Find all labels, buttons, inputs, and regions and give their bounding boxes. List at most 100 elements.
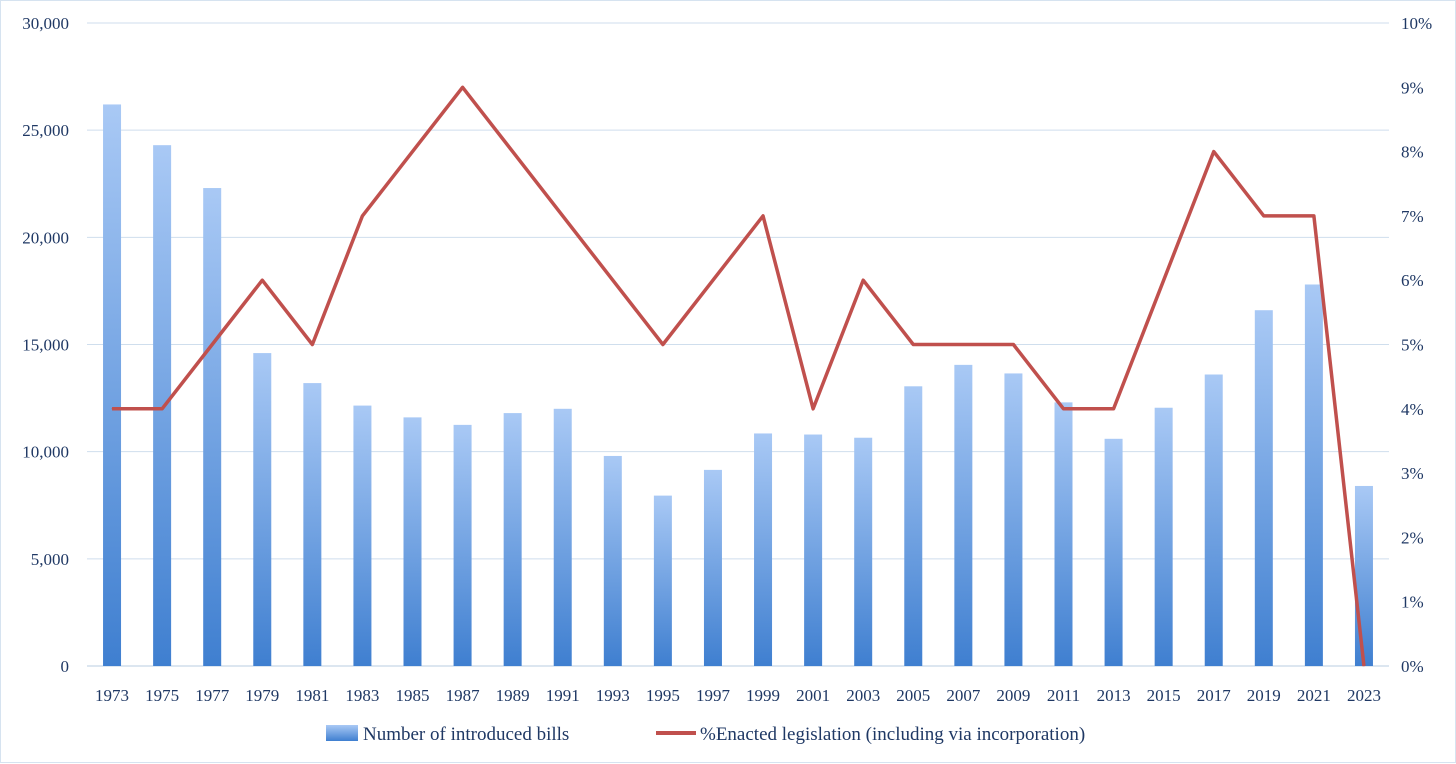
x-tick-label: 1993 <box>596 686 630 705</box>
x-tick-label: 1977 <box>195 686 230 705</box>
y-right-tick-label: 1% <box>1401 593 1424 612</box>
bar-2023 <box>1354 485 1373 666</box>
x-tick-label: 1991 <box>546 686 580 705</box>
bar-1999 <box>754 433 773 666</box>
bar-1973 <box>103 104 122 667</box>
line-point-2007 <box>962 344 964 345</box>
line-point-1993 <box>612 279 614 281</box>
bar-2005 <box>904 386 923 666</box>
y-right-tick-label: 7% <box>1401 207 1424 226</box>
line-point-1991 <box>562 215 564 217</box>
bar-1983 <box>353 405 372 666</box>
bar-series <box>103 104 1373 667</box>
bar-1989 <box>503 413 522 666</box>
x-tick-label: 2001 <box>796 686 830 705</box>
line-point-2013 <box>1113 408 1115 410</box>
line-point-1977 <box>211 344 213 345</box>
legend-bar-label: Number of introduced bills <box>363 724 569 745</box>
x-tick-label: 2023 <box>1347 686 1381 705</box>
line-point-1995 <box>662 344 664 345</box>
legend-bar-swatch <box>326 725 358 741</box>
line-point-1987 <box>462 86 464 88</box>
y-right-tick-label: 10% <box>1401 14 1432 33</box>
y-left-tick-label: 0 <box>61 657 70 676</box>
x-tick-label: 2015 <box>1147 686 1181 705</box>
bar-2015 <box>1154 407 1173 666</box>
y-left-tick-label: 10,000 <box>22 443 69 462</box>
bar-1993 <box>603 455 622 666</box>
bar-2003 <box>854 437 873 666</box>
y-right-tick-label: 0% <box>1401 657 1424 676</box>
line-point-2015 <box>1163 279 1165 281</box>
line-point-1981 <box>311 344 313 345</box>
line-point-2009 <box>1012 344 1014 345</box>
bar-1985 <box>403 417 422 666</box>
line-point-1999 <box>762 215 764 217</box>
y-axis-right: 0% 1% 2% 3% 4% 5% 6% 7% 8% 9% 10% <box>1401 14 1432 676</box>
bar-1977 <box>203 188 222 666</box>
y-left-tick-label: 20,000 <box>22 228 69 247</box>
x-tick-label: 1973 <box>95 686 129 705</box>
y-right-tick-label: 3% <box>1401 464 1424 483</box>
y-left-tick-label: 25,000 <box>22 121 69 140</box>
line-point-1973 <box>111 408 113 410</box>
x-tick-label: 2003 <box>846 686 880 705</box>
line-point-2021 <box>1313 215 1315 217</box>
y-right-tick-label: 6% <box>1401 271 1424 290</box>
x-tick-label: 1975 <box>145 686 179 705</box>
x-tick-label: 1997 <box>696 686 731 705</box>
line-point-2005 <box>912 344 914 345</box>
x-axis: 1973 1975 1977 1979 1981 1983 1985 1987 1989 1991… <box>95 686 1381 705</box>
bar-1975 <box>153 145 172 667</box>
line-point-1989 <box>512 151 514 153</box>
line-point-1997 <box>712 279 714 281</box>
y-right-tick-label: 8% <box>1401 143 1424 162</box>
legend: Number of introduced bills %Enacted legi… <box>326 724 1085 745</box>
line-point-1985 <box>412 151 413 153</box>
bar-1991 <box>553 408 572 666</box>
x-tick-label: 1989 <box>496 686 530 705</box>
y-axis-left: 0 5,000 10,000 15,000 20,000 25,000 30,000 <box>22 14 69 676</box>
bar-2021 <box>1304 284 1323 666</box>
bar-2009 <box>1004 373 1023 666</box>
bar-1995 <box>653 495 672 666</box>
bar-1987 <box>453 424 472 666</box>
x-tick-label: 2011 <box>1047 686 1080 705</box>
line-series <box>111 85 1366 667</box>
line-point-2003 <box>862 279 864 281</box>
x-tick-label: 1981 <box>295 686 329 705</box>
bar-1979 <box>253 353 272 666</box>
y-left-tick-label: 30,000 <box>22 14 69 33</box>
x-tick-label: 1999 <box>746 686 780 705</box>
x-tick-label: 2021 <box>1297 686 1331 705</box>
x-tick-label: 1983 <box>345 686 379 705</box>
x-tick-label: 2005 <box>896 686 930 705</box>
line-point-2017 <box>1213 151 1215 153</box>
legend-line-label: %Enacted legislation (including via inco… <box>700 724 1085 745</box>
x-tick-label: 2019 <box>1247 686 1281 705</box>
bar-2007 <box>954 364 973 666</box>
x-tick-label: 1979 <box>245 686 279 705</box>
bar-1997 <box>703 469 722 666</box>
line-point-2019 <box>1263 215 1265 217</box>
line-point-2001 <box>812 408 814 410</box>
line-point-1979 <box>261 279 263 281</box>
x-tick-label: 2017 <box>1197 686 1232 705</box>
x-tick-label: 2013 <box>1097 686 1131 705</box>
bar-2017 <box>1204 374 1223 666</box>
line-point-1983 <box>361 215 363 217</box>
y-left-tick-label: 5,000 <box>31 550 69 569</box>
x-tick-label: 1995 <box>646 686 680 705</box>
x-tick-label: 1987 <box>446 686 481 705</box>
bar-1981 <box>303 383 322 666</box>
bar-2013 <box>1104 438 1123 666</box>
line-point-2023 <box>1363 665 1365 667</box>
bar-2019 <box>1254 310 1273 666</box>
enacted-pct-line <box>112 85 1366 667</box>
y-right-tick-label: 5% <box>1401 336 1424 355</box>
y-right-tick-label: 2% <box>1401 528 1424 547</box>
gridlines <box>87 22 1389 667</box>
bar-2011 <box>1054 402 1073 666</box>
